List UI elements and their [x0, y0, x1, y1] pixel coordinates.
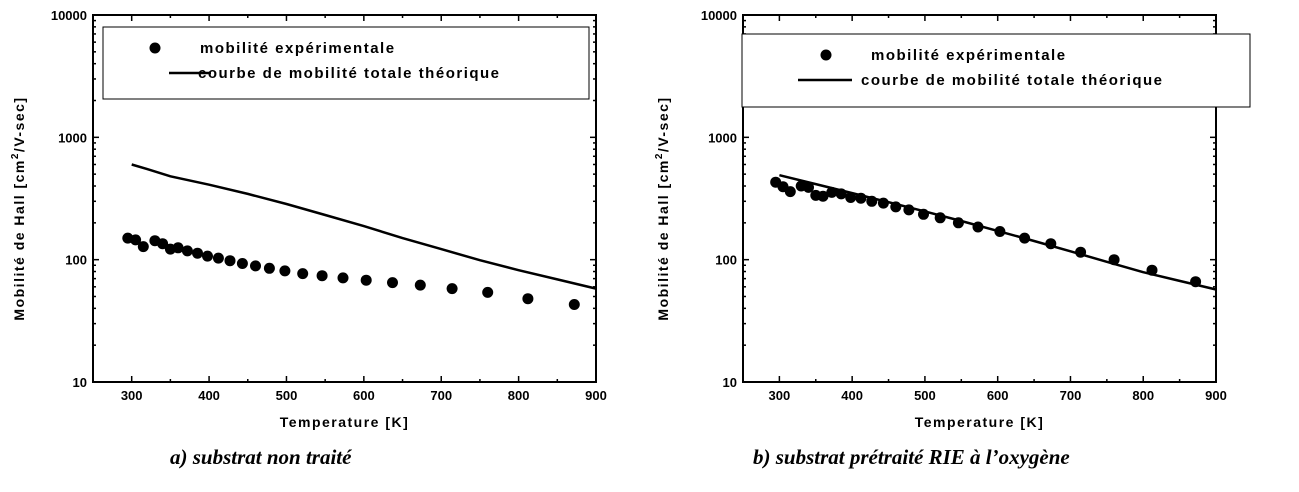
x-tick-label: 400 [198, 388, 220, 403]
data-point [250, 260, 261, 272]
data-point [157, 238, 169, 250]
x-tick-label: 700 [430, 388, 452, 403]
data-point [918, 208, 929, 220]
data-point [784, 186, 796, 198]
data-point [172, 242, 184, 254]
data-point [482, 286, 494, 298]
data-point [972, 221, 984, 233]
x-tick-label: 800 [508, 388, 530, 403]
data-point [1146, 264, 1158, 276]
data-point [877, 197, 889, 209]
data-point [1190, 276, 1202, 288]
data-point [414, 279, 426, 291]
y-axis-title-main: Mobilité de Hall [cm [11, 159, 27, 320]
x-axis-title: Temperature [K] [915, 414, 1045, 430]
legend-label-line: courbe de mobilité totale théorique [198, 65, 501, 82]
data-point [522, 293, 534, 305]
data-point [845, 192, 857, 203]
y-axis-title: Mobilité de Hall [cm2/V-sec] [10, 96, 27, 320]
y-tick-label: 10 [73, 375, 87, 390]
legend-box [102, 26, 590, 100]
x-tick-label: 900 [1205, 388, 1227, 403]
x-tick-label: 600 [987, 388, 1009, 403]
y-tick-label: 1000 [708, 130, 737, 145]
x-axis-title: Temperature [K] [280, 414, 410, 430]
data-point [181, 245, 193, 257]
legend-label-points: mobilité expérimentale [871, 47, 1067, 64]
data-point [1019, 232, 1031, 244]
chart-a-plot: 300 400 500 600 700 800 900 10 100 1000 10000 Tempe… [10, 8, 607, 430]
x-tick-label: 300 [121, 388, 143, 403]
x-tick-label: 300 [769, 388, 791, 403]
data-point [130, 234, 142, 246]
y-axis-title-rest: /V-sec] [11, 96, 27, 152]
data-point [934, 212, 946, 224]
data-point [1075, 246, 1087, 258]
y-tick-label: 100 [715, 253, 737, 268]
x-tick-label: 500 [276, 388, 298, 403]
legend-marker-points [820, 49, 832, 61]
y-tick-label: 1000 [58, 130, 87, 145]
x-tick-label: 800 [1132, 388, 1154, 403]
data-point [316, 270, 328, 282]
data-point [952, 217, 964, 229]
legend-label-line: courbe de mobilité totale théorique [861, 72, 1164, 89]
chart-b-caption: b) substrat prétraité RIE à l’oxygène [753, 445, 1070, 469]
y-axis-title: Mobilité de Hall [cm2/V-sec] [654, 96, 671, 320]
data-point [446, 283, 458, 295]
y-axis-title-sup: 2 [10, 152, 21, 159]
y-tick-label: 10000 [51, 8, 87, 23]
legend-box [741, 33, 1251, 108]
data-point [279, 265, 291, 277]
data-point [224, 255, 236, 267]
data-point [1108, 254, 1120, 266]
chart-b-plot: 300 400 500 600 700 800 900 10 100 1000 10000 Tempe… [654, 8, 1251, 430]
legend-marker-points [149, 42, 161, 54]
data-point [137, 241, 149, 253]
x-tick-label: 900 [585, 388, 607, 403]
x-tick-label: 600 [353, 388, 375, 403]
data-point [994, 226, 1006, 237]
y-tick-label: 100 [65, 253, 87, 268]
data-point [826, 186, 838, 198]
y-tick-label: 10000 [701, 8, 737, 23]
x-tick-label: 400 [841, 388, 863, 403]
data-point [297, 268, 309, 280]
chart-b: 300 400 500 600 700 800 900 10 100 1000 10000 Tempe… [650, 0, 1299, 492]
plot-frame [742, 14, 1217, 383]
data-point [202, 250, 213, 262]
plot-frame [92, 14, 597, 383]
y-axis-title-sup: 2 [654, 152, 665, 159]
data-point [387, 277, 398, 289]
data-point [360, 274, 372, 286]
data-point [236, 258, 248, 269]
x-tick-label: 500 [914, 388, 936, 403]
y-tick-label: 10 [723, 375, 737, 390]
chart-a: 300 400 500 600 700 800 900 10 100 1000 10000 Tempe… [10, 8, 607, 469]
data-point [568, 299, 580, 310]
y-axis-title-main: Mobilité de Hall [cm [655, 159, 671, 320]
data-point [890, 201, 902, 213]
data-point [855, 192, 867, 204]
chart-a-caption: a) substrat non traité [170, 445, 352, 469]
theory-curve [131, 163, 597, 290]
data-point [817, 190, 829, 202]
data-point [866, 195, 878, 207]
data-point [1045, 238, 1057, 250]
x-tick-label: 700 [1060, 388, 1082, 403]
y-axis-title-rest: /V-sec] [655, 96, 671, 152]
data-point [192, 247, 203, 259]
data-point [263, 262, 275, 274]
data-point [212, 252, 224, 264]
data-point [803, 181, 814, 193]
data-point [903, 204, 915, 216]
data-point [337, 272, 349, 284]
legend-label-points: mobilité expérimentale [200, 40, 396, 57]
data-point [835, 188, 847, 200]
